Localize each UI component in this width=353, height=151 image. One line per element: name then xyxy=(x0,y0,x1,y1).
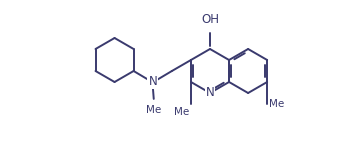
Text: N: N xyxy=(148,76,157,88)
Text: OH: OH xyxy=(201,13,219,26)
Text: Me: Me xyxy=(146,105,161,115)
Text: Me: Me xyxy=(269,99,285,109)
Text: Me: Me xyxy=(174,107,189,117)
Text: N: N xyxy=(206,87,214,100)
